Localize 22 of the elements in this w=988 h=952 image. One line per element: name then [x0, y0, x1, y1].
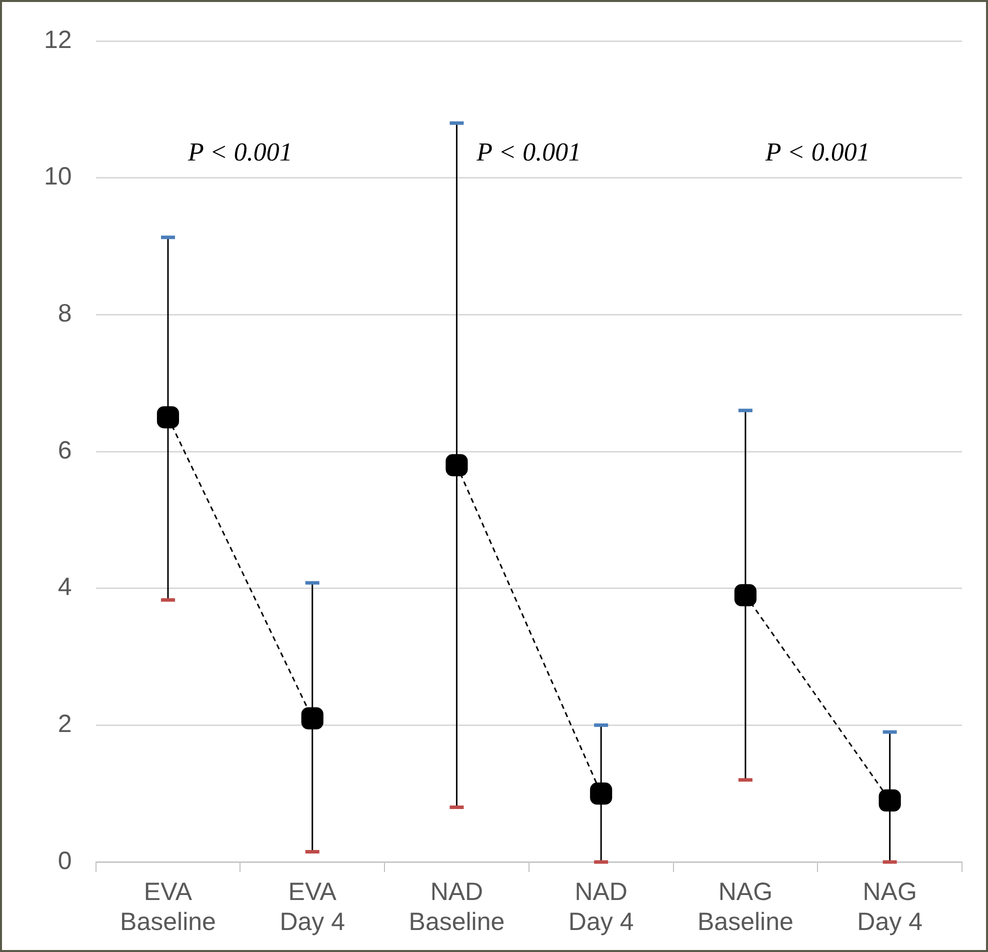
- annotation: P < 0.001: [476, 138, 582, 167]
- x-tick-label: NAG Baseline: [698, 878, 794, 936]
- x-tick-label: NAG Day 4: [857, 878, 923, 936]
- point: [734, 584, 756, 606]
- point: [446, 454, 468, 476]
- y-tick-label: 2: [58, 710, 72, 738]
- y-tick-label: 8: [58, 300, 72, 328]
- annotation: P < 0.001: [186, 138, 292, 167]
- point: [156, 406, 180, 428]
- point: [301, 707, 324, 730]
- point: [590, 782, 612, 805]
- annotation: P < 0.001: [764, 138, 870, 167]
- y-tick-label: 6: [58, 436, 72, 464]
- point: [878, 789, 901, 812]
- y-tick-label: 10: [44, 162, 72, 191]
- y-tick-label: 0: [58, 846, 72, 875]
- x-tick-label: EVA Day 4: [280, 878, 346, 936]
- x-tick-label: NAD Baseline: [408, 878, 505, 936]
- x-tick-label: EVA Baseline: [120, 878, 216, 936]
- x-tick-label: NAD Day 4: [568, 878, 634, 936]
- y-tick-label: 4: [58, 573, 72, 602]
- y-tick-label: 12: [44, 26, 72, 54]
